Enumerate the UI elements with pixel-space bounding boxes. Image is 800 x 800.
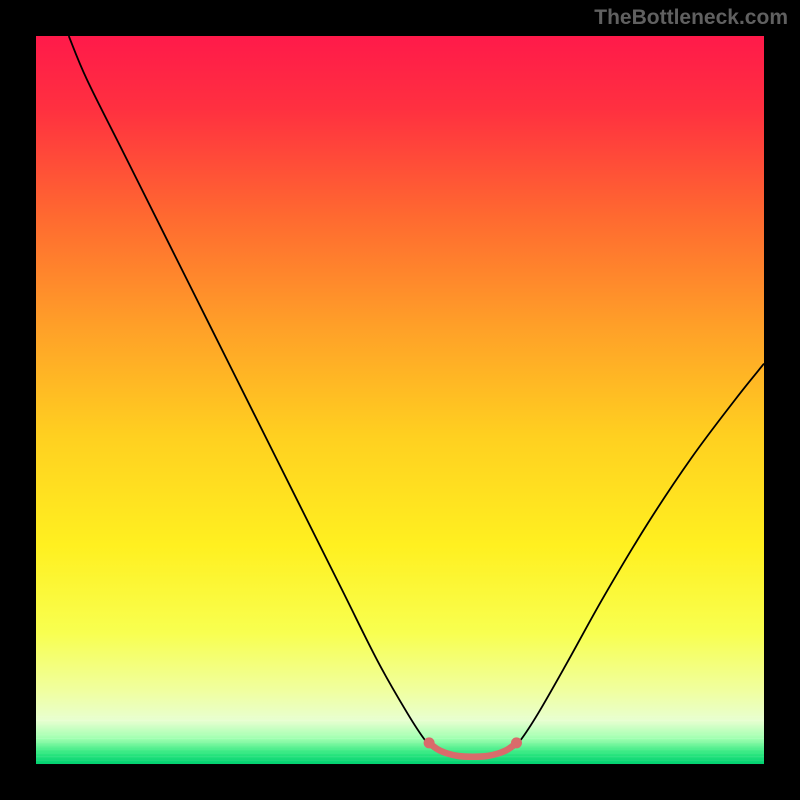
gradient-background: [36, 36, 764, 764]
optimal-range-marker-start: [424, 737, 435, 748]
bottleneck-chart: TheBottleneck.com: [0, 0, 800, 800]
watermark-text: TheBottleneck.com: [594, 6, 788, 30]
optimal-range-marker-end: [511, 737, 522, 748]
chart-svg: [0, 0, 800, 800]
